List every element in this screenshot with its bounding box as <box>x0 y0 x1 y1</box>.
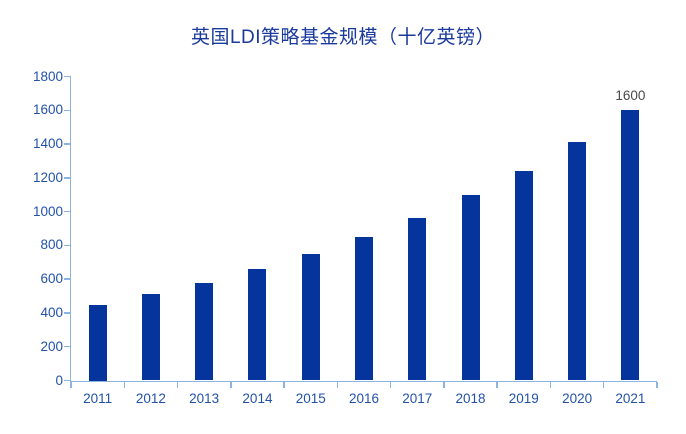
bar-2018 <box>461 194 480 381</box>
x-tick-mark <box>176 381 179 388</box>
bar-value-label: 1600 <box>615 88 646 104</box>
x-tick-label: 2012 <box>135 391 166 406</box>
x-tick-label: 2016 <box>348 391 380 406</box>
x-tick-label: 2013 <box>189 391 220 406</box>
y-axis-line <box>69 75 71 382</box>
x-tick-label: 2014 <box>242 391 273 406</box>
x-axis-line <box>69 380 657 382</box>
y-tick-mark <box>63 143 70 145</box>
x-tick-label: 2015 <box>295 391 326 406</box>
x-tick-label: 2021 <box>615 391 646 406</box>
bar-2016 <box>355 236 373 381</box>
y-tick-mark <box>63 109 70 112</box>
x-tick-mark <box>496 381 498 388</box>
x-tick-label: 2017 <box>402 391 433 406</box>
x-tick-mark <box>70 381 72 388</box>
y-tick-label: 1800 <box>32 68 63 84</box>
x-tick-mark <box>283 381 285 388</box>
y-tick-mark <box>63 75 70 78</box>
bar-2011 <box>88 304 107 381</box>
y-tick-mark <box>63 177 70 179</box>
x-tick-mark <box>656 381 658 388</box>
bar-2017 <box>408 218 427 381</box>
y-tick-label: 400 <box>40 304 63 320</box>
y-tick-mark <box>63 379 70 382</box>
chart-title: 英国LDI策略基金规模（十亿英镑） <box>190 27 496 48</box>
x-tick-label: 2018 <box>455 391 486 406</box>
y-tick-label: 1200 <box>32 169 63 185</box>
y-tick-mark <box>63 345 70 348</box>
bar-2021 <box>621 110 640 381</box>
x-tick-mark <box>602 381 605 388</box>
bar-2020 <box>568 142 587 381</box>
y-tick-label: 600 <box>40 271 63 287</box>
y-tick-label: 0 <box>55 372 63 388</box>
y-tick-label: 1400 <box>32 136 63 152</box>
x-tick-label: 2019 <box>508 391 539 406</box>
x-tick-mark <box>123 381 126 388</box>
bar-2014 <box>248 269 267 381</box>
y-tick-label: 1600 <box>32 102 63 118</box>
y-tick-mark <box>63 278 70 280</box>
x-tick-mark <box>230 381 232 388</box>
x-tick-mark <box>549 381 552 388</box>
x-tick-mark <box>336 381 339 388</box>
y-tick-mark <box>63 312 70 314</box>
x-tick-mark <box>443 381 445 388</box>
x-tick-label: 2020 <box>562 391 593 406</box>
bar-2019 <box>514 171 533 381</box>
bar-2015 <box>301 253 320 381</box>
x-tick-label: 2011 <box>83 391 113 406</box>
bar-2013 <box>195 282 214 381</box>
y-tick-label: 200 <box>40 338 63 354</box>
y-tick-label: 800 <box>40 237 63 253</box>
bar-2012 <box>141 294 160 381</box>
y-tick-mark <box>63 244 70 247</box>
x-tick-mark <box>389 381 392 388</box>
y-tick-label: 1000 <box>32 203 63 219</box>
y-tick-mark <box>63 210 70 213</box>
